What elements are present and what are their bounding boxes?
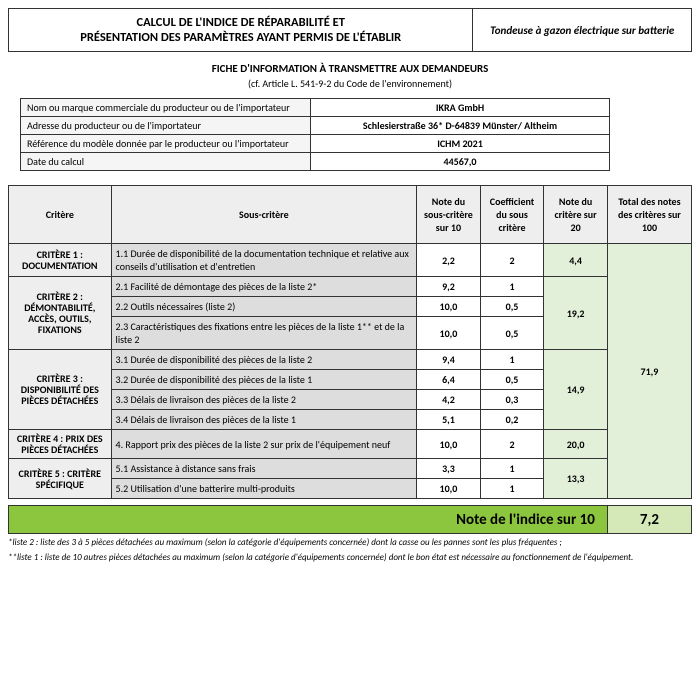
crit3-s4-c: 0,2 bbox=[480, 410, 544, 430]
info-value: ICHM 2021 bbox=[311, 135, 610, 153]
crit5-note20: 13,3 bbox=[544, 459, 608, 499]
info-label: Nom ou marque commerciale du producteur … bbox=[21, 99, 311, 117]
fiche-ref: (cf. Article L. 541-9-2 du Code de l'env… bbox=[8, 77, 692, 90]
info-label: Référence du modèle donnée par le produc… bbox=[21, 135, 311, 153]
crit3-s3-c: 0,3 bbox=[480, 390, 544, 410]
footnote-1: *liste 2 : liste des 3 à 5 pièces détach… bbox=[8, 538, 692, 549]
crit1-s1-n: 2,2 bbox=[417, 244, 481, 277]
info-label: Date du calcul bbox=[21, 153, 311, 171]
product-name: Tondeuse à gazon électrique sur batterie bbox=[473, 9, 692, 52]
crit2-s2-n: 10,0 bbox=[417, 297, 481, 317]
crit2-s3-n: 10,0 bbox=[417, 317, 481, 350]
crit4-s1-c: 2 bbox=[480, 430, 544, 459]
total100: 71,9 bbox=[607, 244, 691, 499]
crit4-name: CRITÈRE 4 : PRIX DES PIÈCES DÉTACHÉES bbox=[9, 430, 112, 459]
header-table: CALCUL DE L'INDICE DE RÉPARABILITÉ ET PR… bbox=[8, 8, 692, 52]
crit1-s1-c: 2 bbox=[480, 244, 544, 277]
footnote-2: **liste 1 : liste de 10 autres pièces dé… bbox=[8, 553, 692, 564]
col-note10: Note du sous-critère sur 10 bbox=[417, 186, 481, 244]
crit2-s2-c: 0,5 bbox=[480, 297, 544, 317]
criteria-table: Critère Sous-critère Note du sous-critèr… bbox=[8, 185, 692, 534]
crit5-s1: 5.1 Assistance à distance sans frais bbox=[111, 459, 417, 479]
crit2-note20: 19,2 bbox=[544, 277, 608, 350]
crit3-s3: 3.3 Délais de livraison des pièces de la… bbox=[111, 390, 417, 410]
crit3-s1-c: 1 bbox=[480, 350, 544, 370]
col-note20: Note du critère sur 20 bbox=[544, 186, 608, 244]
info-value: 44567,0 bbox=[311, 153, 610, 171]
crit1-name: CRITÈRE 1 : DOCUMENTATION bbox=[9, 244, 112, 277]
crit2-s1-c: 1 bbox=[480, 277, 544, 297]
crit5-s2: 5.2 Utilisation d'une batterire multi-pr… bbox=[111, 479, 417, 499]
crit5-s1-c: 1 bbox=[480, 459, 544, 479]
fiche-title: FICHE D'INFORMATION À TRANSMETTRE AUX DE… bbox=[8, 62, 692, 75]
col-critere: Critère bbox=[9, 186, 112, 244]
col-total100: Total des notes des critères sur 100 bbox=[607, 186, 691, 244]
crit2-s1-n: 9,2 bbox=[417, 277, 481, 297]
crit2-s1: 2.1 Facilité de démontage des pièces de … bbox=[111, 277, 417, 297]
crit4-note20: 20,0 bbox=[544, 430, 608, 459]
info-label: Adresse du producteur ou de l'importateu… bbox=[21, 117, 311, 135]
crit3-s3-n: 4,2 bbox=[417, 390, 481, 410]
crit3-s2-c: 0,5 bbox=[480, 370, 544, 390]
crit3-s2-n: 6,4 bbox=[417, 370, 481, 390]
title-line1: CALCUL DE L'INDICE DE RÉPARABILITÉ ET bbox=[17, 15, 464, 30]
info-table: Nom ou marque commerciale du producteur … bbox=[20, 98, 610, 171]
col-coef: Coefficient du sous critère bbox=[480, 186, 544, 244]
col-sous: Sous-critère bbox=[111, 186, 417, 244]
crit5-s2-c: 1 bbox=[480, 479, 544, 499]
crit3-s1-n: 9,4 bbox=[417, 350, 481, 370]
crit3-s4: 3.4 Délais de livraison des pièces de la… bbox=[111, 410, 417, 430]
crit3-note20: 14,9 bbox=[544, 350, 608, 430]
crit5-s2-n: 10,0 bbox=[417, 479, 481, 499]
score-value: 7,2 bbox=[607, 506, 691, 534]
crit3-name: CRITÈRE 3 : DISPONIBILITÉ DES PIÈCES DÉT… bbox=[9, 350, 112, 430]
crit4-s1: 4. Rapport prix des pièces de la liste 2… bbox=[111, 430, 417, 459]
crit2-name: CRITÈRE 2 : DÉMONTABILITÉ, ACCÈS, OUTILS… bbox=[9, 277, 112, 350]
crit4-s1-n: 10,0 bbox=[417, 430, 481, 459]
info-value: IKRA GmbH bbox=[311, 99, 610, 117]
crit3-s1: 3.1 Durée de disponibilité des pièces de… bbox=[111, 350, 417, 370]
info-value: Schlesierstraße 36* D-64839 Münster/ Alt… bbox=[311, 117, 610, 135]
crit1-note20: 4,4 bbox=[544, 244, 608, 277]
crit5-s1-n: 3,3 bbox=[417, 459, 481, 479]
score-label: Note de l'indice sur 10 bbox=[9, 506, 608, 534]
crit2-s2: 2.2 Outils nécessaires (liste 2) bbox=[111, 297, 417, 317]
crit3-s4-n: 5,1 bbox=[417, 410, 481, 430]
crit5-name: CRITÈRE 5 : CRITÈRE SPÉCIFIQUE bbox=[9, 459, 112, 499]
crit1-s1: 1.1 Durée de disponibilité de la documen… bbox=[111, 244, 417, 277]
title-line2: PRÉSENTATION DES PARAMÈTRES AYANT PERMIS… bbox=[17, 30, 464, 45]
crit3-s2: 3.2 Durée de disponibilité des pièces de… bbox=[111, 370, 417, 390]
crit2-s3-c: 0,5 bbox=[480, 317, 544, 350]
crit2-s3: 2.3 Caractéristiques des fixations entre… bbox=[111, 317, 417, 350]
